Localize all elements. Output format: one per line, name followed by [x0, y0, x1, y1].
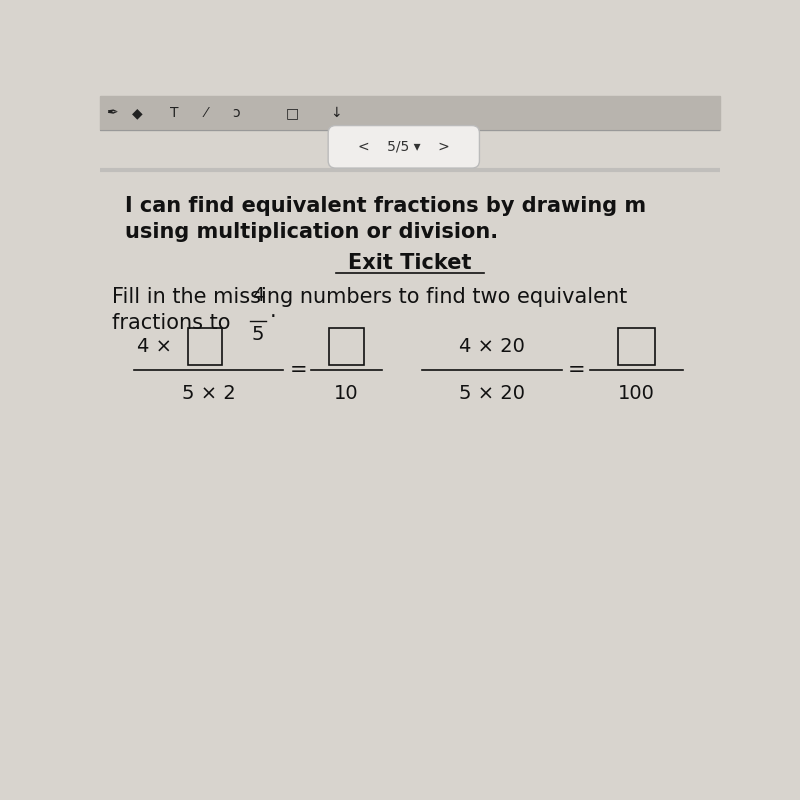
Text: 4 × 20: 4 × 20 — [459, 338, 525, 356]
Text: 10: 10 — [334, 384, 358, 403]
Text: I can find equivalent fractions by drawing m: I can find equivalent fractions by drawi… — [125, 196, 646, 216]
Text: Exit Ticket: Exit Ticket — [348, 253, 472, 273]
Text: 5: 5 — [252, 325, 264, 343]
FancyBboxPatch shape — [328, 126, 479, 168]
Text: using multiplication or division.: using multiplication or division. — [125, 222, 498, 242]
Bar — [188, 328, 222, 365]
Text: ɔ: ɔ — [233, 106, 240, 120]
Bar — [330, 328, 363, 365]
Text: Fill in the missing numbers to find two equivalent: Fill in the missing numbers to find two … — [112, 287, 628, 307]
Bar — [100, 96, 720, 130]
Text: =: = — [290, 360, 307, 380]
Text: ↓: ↓ — [330, 106, 342, 120]
Text: 4 ×: 4 × — [138, 338, 172, 356]
Text: 5 × 20: 5 × 20 — [459, 384, 525, 403]
Text: T: T — [170, 106, 178, 120]
Text: ✒: ✒ — [106, 106, 118, 120]
Text: 100: 100 — [618, 384, 654, 403]
Text: □: □ — [286, 106, 298, 120]
Text: 4: 4 — [252, 286, 264, 305]
Bar — [618, 328, 655, 365]
Text: <    5/5 ▾    >: < 5/5 ▾ > — [358, 140, 450, 154]
Text: ◆: ◆ — [132, 106, 142, 120]
Text: 5 × 2: 5 × 2 — [182, 384, 235, 403]
Text: ⁄: ⁄ — [204, 106, 206, 120]
Text: fractions to: fractions to — [112, 313, 231, 333]
Text: =: = — [567, 360, 585, 380]
Text: .: . — [270, 301, 276, 321]
